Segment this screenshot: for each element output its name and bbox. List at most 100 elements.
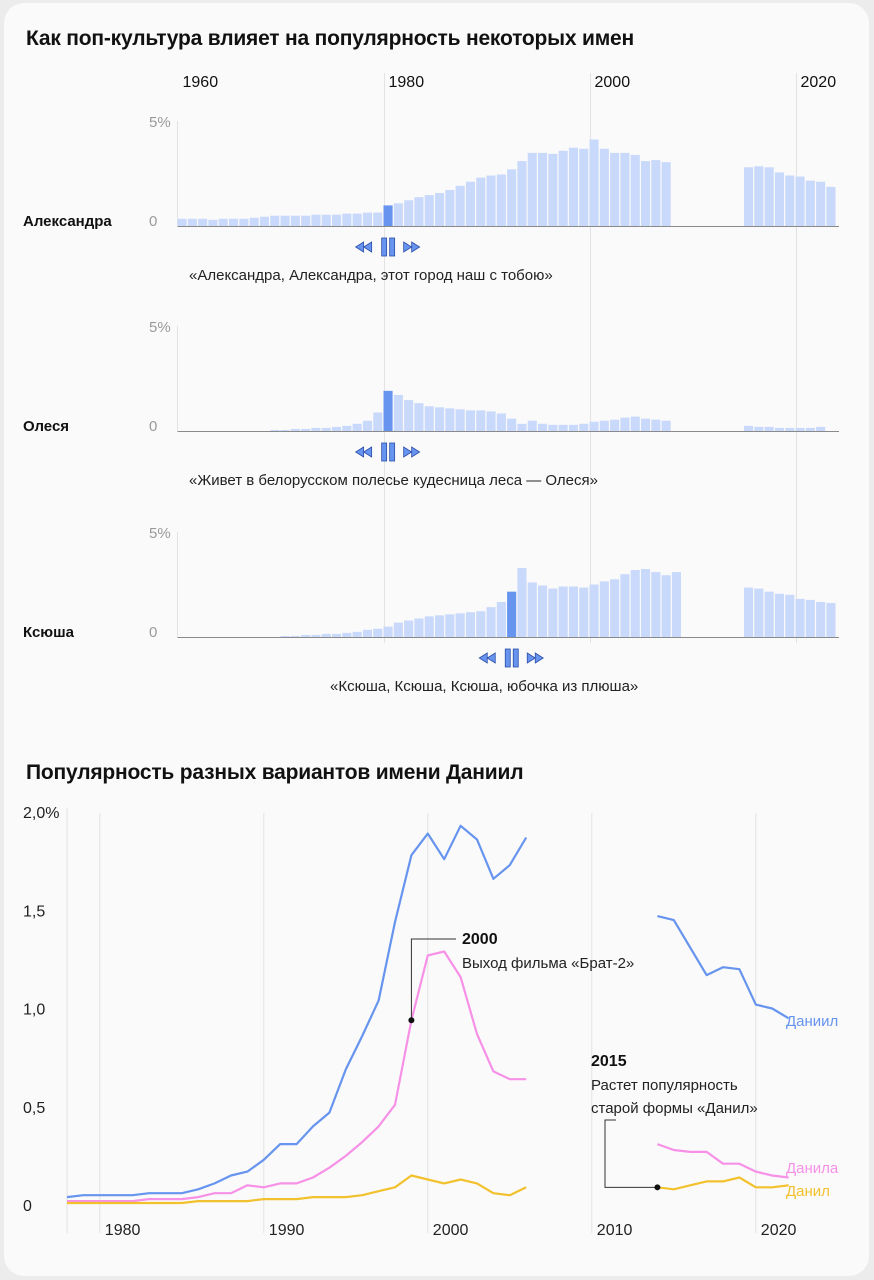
bar (764, 591, 774, 637)
bar (599, 148, 609, 226)
bar (517, 161, 527, 226)
bar (795, 176, 805, 226)
highlight-bar (383, 390, 393, 431)
bar (373, 212, 383, 226)
bar (620, 152, 630, 226)
y-tick-label: 1,5 (23, 903, 45, 920)
bar (435, 615, 445, 637)
bar (352, 423, 362, 431)
bar (198, 218, 208, 226)
bar (507, 169, 517, 226)
bar (486, 607, 496, 637)
bar (507, 418, 517, 431)
bar (476, 410, 486, 431)
series-line-Данил (67, 1174, 527, 1205)
bar (270, 429, 280, 431)
bar (805, 180, 815, 226)
series-line-Даниил (657, 915, 790, 1020)
x-tick-label: 1990 (269, 1222, 305, 1239)
forward-icon (403, 241, 421, 253)
bar (414, 403, 424, 431)
bar (785, 594, 795, 637)
pause-icon (512, 648, 519, 668)
bar (373, 628, 383, 637)
bar (311, 427, 321, 431)
bar (641, 161, 651, 226)
bar (538, 152, 548, 226)
bar (589, 421, 599, 431)
bar (579, 587, 589, 637)
bar (332, 633, 342, 637)
bar (373, 412, 383, 431)
bar (465, 612, 475, 637)
bar (486, 175, 496, 226)
y-tick-label: 5% (149, 525, 171, 542)
lines-chart-title: Популярность разных вариантов имени Дани… (26, 761, 524, 784)
bar (362, 629, 372, 637)
bar (764, 167, 774, 226)
pause-icon (389, 237, 396, 257)
bar (476, 177, 486, 226)
charts-svg: 1960 1980 2000 2020 5% 0 Александра «Александра… (23, 73, 839, 1239)
top-axis-tick-label: 2020 (801, 74, 837, 91)
series-line-Данила (657, 1143, 789, 1179)
bar (774, 593, 784, 637)
bar (630, 416, 640, 431)
y-tick-label: 0,5 (23, 1100, 45, 1117)
bar (280, 635, 290, 637)
rewind-icon (478, 652, 496, 664)
bar (774, 172, 784, 226)
panel-name-label: Ксюша (23, 624, 75, 641)
bar (342, 425, 352, 431)
bar (548, 153, 558, 226)
bar (805, 427, 815, 431)
bar (754, 166, 764, 226)
bar (785, 427, 795, 431)
bar (579, 423, 589, 431)
bar (641, 418, 651, 431)
series-line-Данила (67, 950, 527, 1203)
series-line-Данил (657, 1176, 789, 1191)
bar (661, 162, 671, 226)
bar (301, 428, 311, 431)
bar (538, 585, 548, 637)
bar (435, 193, 445, 226)
bar (548, 588, 558, 637)
bar (455, 613, 465, 637)
bar (414, 618, 424, 637)
bar (455, 409, 465, 431)
bar (610, 419, 620, 431)
bar (465, 410, 475, 431)
bar (527, 420, 537, 431)
bar (404, 400, 414, 431)
top-axis-tick-label: 1980 (389, 74, 425, 91)
bar (301, 634, 311, 637)
bar (424, 406, 434, 431)
bar (805, 599, 815, 637)
bar (826, 603, 836, 637)
bar (301, 215, 311, 226)
bar (558, 424, 568, 431)
bar (538, 423, 548, 431)
highlight-bar (383, 205, 393, 226)
bar (249, 217, 259, 226)
bar (424, 195, 434, 226)
bar (352, 213, 362, 226)
x-tick-label: 1980 (105, 1222, 141, 1239)
bar (568, 147, 578, 226)
series-label: Даниил (786, 1013, 838, 1030)
bar (311, 634, 321, 637)
bar (445, 189, 455, 226)
x-tick-label: 2010 (597, 1222, 633, 1239)
bar (414, 197, 424, 226)
bar (620, 417, 630, 431)
bar (362, 212, 372, 226)
x-tick-label: 2000 (433, 1222, 469, 1239)
bar (404, 200, 414, 226)
bar (280, 215, 290, 226)
bar (527, 152, 537, 226)
bar (476, 611, 486, 637)
bar (795, 427, 805, 431)
bar (744, 167, 754, 226)
bar (548, 424, 558, 431)
